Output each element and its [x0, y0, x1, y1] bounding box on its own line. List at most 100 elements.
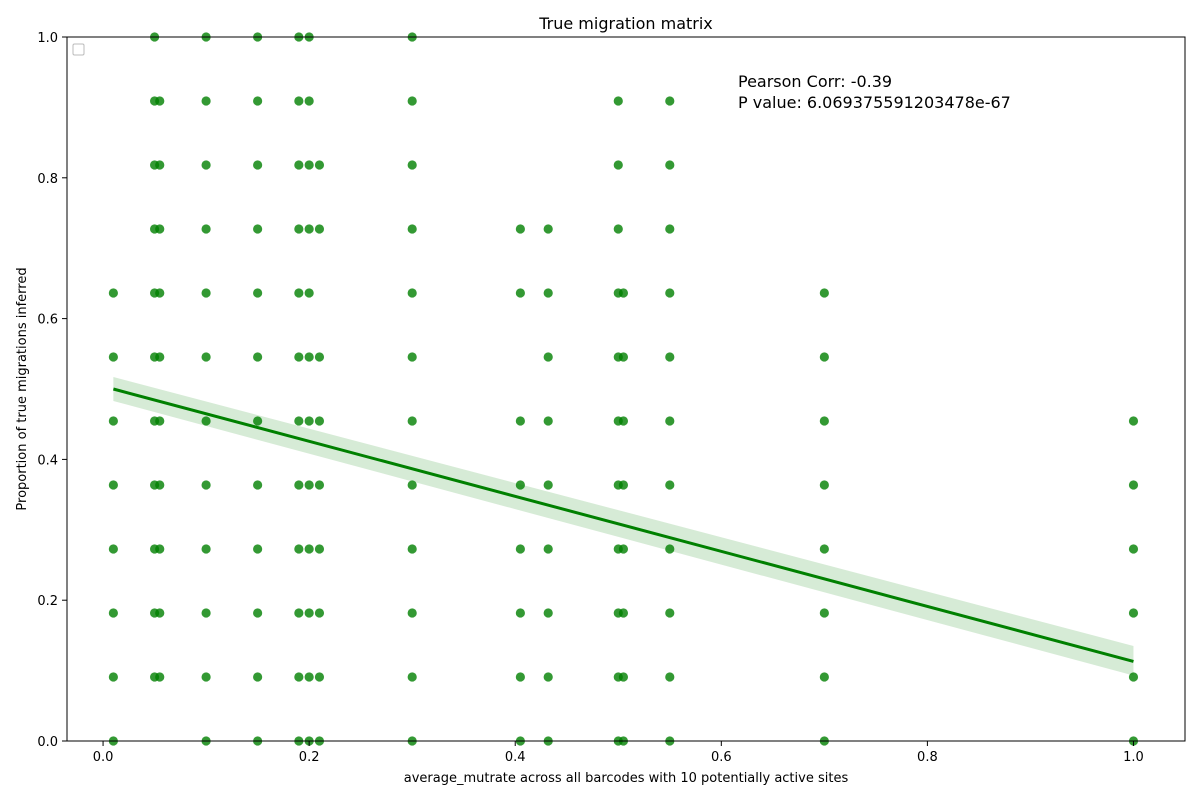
scatter-point	[155, 416, 165, 426]
scatter-point	[543, 288, 553, 298]
y-tick-label: 0.4	[37, 453, 58, 468]
scatter-point	[155, 352, 165, 362]
scatter-point	[515, 480, 525, 490]
scatter-point	[253, 480, 263, 490]
scatter-point	[304, 224, 314, 234]
scatter-point	[314, 416, 325, 426]
scatter-point	[1128, 480, 1139, 490]
scatter-point	[543, 672, 553, 682]
x-tick-label: 0.0	[93, 750, 114, 765]
scatter-point	[201, 544, 211, 554]
scatter-point	[155, 608, 165, 618]
scatter-point	[304, 352, 314, 362]
scatter-points-layer	[108, 32, 1139, 746]
scatter-point	[314, 352, 325, 362]
scatter-point	[515, 416, 525, 426]
scatter-point	[819, 352, 829, 362]
x-axis-label: average_mutrate across all barcodes with…	[404, 771, 849, 786]
x-tick-label: 0.6	[711, 750, 732, 765]
scatter-point	[665, 160, 675, 170]
x-tick-label: 0.8	[917, 750, 938, 765]
scatter-point	[155, 480, 165, 490]
scatter-point	[515, 288, 525, 298]
scatter-point	[407, 480, 417, 490]
scatter-point	[201, 416, 211, 426]
y-tick-label: 0.6	[37, 313, 58, 328]
scatter-point	[294, 96, 304, 106]
regression-line	[112, 387, 1134, 663]
scatter-point	[253, 288, 263, 298]
scatter-point	[108, 672, 118, 682]
scatter-point	[294, 288, 304, 298]
scatter-point	[819, 672, 829, 682]
y-tick-label: 0.8	[37, 172, 58, 187]
scatter-point	[253, 352, 263, 362]
scatter-point	[665, 416, 675, 426]
scatter-point	[618, 608, 629, 618]
scatter-point	[665, 608, 675, 618]
scatter-point	[314, 608, 325, 618]
scatter-point	[201, 224, 211, 234]
scatter-point	[253, 672, 263, 682]
y-axis-label: Proportion of true migrations inferred	[15, 267, 30, 510]
plot-area-frame	[66, 36, 1186, 742]
scatter-point	[155, 224, 165, 234]
scatter-point	[253, 160, 263, 170]
x-tick-label: 1.0	[1123, 750, 1144, 765]
scatter-point	[819, 416, 829, 426]
scatter-point	[665, 480, 675, 490]
scatter-point	[407, 96, 417, 106]
scatter-point	[618, 480, 629, 490]
scatter-point	[543, 224, 553, 234]
scatter-point	[1128, 608, 1139, 618]
scatter-point	[515, 608, 525, 618]
y-tick-label: 0.0	[37, 735, 58, 750]
scatter-point	[314, 160, 325, 170]
scatter-point	[543, 352, 553, 362]
scatter-point	[515, 672, 525, 682]
scatter-point	[613, 96, 623, 106]
scatter-point	[618, 352, 629, 362]
scatter-point	[201, 160, 211, 170]
scatter-point	[201, 672, 211, 682]
scatter-point	[314, 480, 325, 490]
scatter-point	[314, 224, 325, 234]
scatter-point	[819, 544, 829, 554]
scatter-point	[407, 224, 417, 234]
scatter-point	[407, 352, 417, 362]
scatter-point	[155, 96, 165, 106]
scatter-point	[253, 544, 263, 554]
scatter-point	[613, 224, 623, 234]
x-tick-label: 0.4	[505, 750, 526, 765]
scatter-point	[543, 480, 553, 490]
scatter-point	[618, 416, 629, 426]
scatter-point	[665, 352, 675, 362]
scatter-point	[201, 288, 211, 298]
scatter-point	[201, 608, 211, 618]
scatter-point	[108, 480, 118, 490]
scatter-point	[304, 96, 314, 106]
scatter-point	[407, 672, 417, 682]
y-axis-ticks: 0.0 0.2 0.4 0.6 0.8 1.0	[37, 31, 67, 750]
scatter-point	[618, 288, 629, 298]
scatter-point	[665, 288, 675, 298]
scatter-point	[304, 288, 314, 298]
scatter-point	[304, 160, 314, 170]
scatter-point	[407, 160, 417, 170]
y-tick-label: 0.2	[37, 594, 58, 609]
scatter-point	[253, 224, 263, 234]
scatter-point	[665, 224, 675, 234]
pearson-annotation: Pearson Corr: -0.39	[738, 72, 892, 91]
scatter-point	[665, 672, 675, 682]
scatter-point	[294, 416, 304, 426]
scatter-point	[294, 160, 304, 170]
scatter-point	[294, 480, 304, 490]
scatter-point	[613, 160, 623, 170]
scatter-point	[819, 608, 829, 618]
scatter-point	[304, 608, 314, 618]
scatter-point	[543, 544, 553, 554]
x-axis-ticks: 0.0 0.2 0.4 0.6 0.8 1.0	[93, 741, 1144, 765]
scatter-point	[108, 288, 118, 298]
scatter-point	[155, 672, 165, 682]
